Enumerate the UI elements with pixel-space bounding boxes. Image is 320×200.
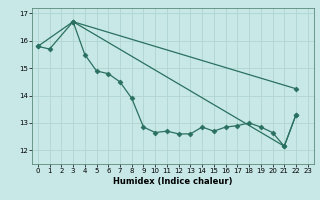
X-axis label: Humidex (Indice chaleur): Humidex (Indice chaleur) <box>113 177 233 186</box>
